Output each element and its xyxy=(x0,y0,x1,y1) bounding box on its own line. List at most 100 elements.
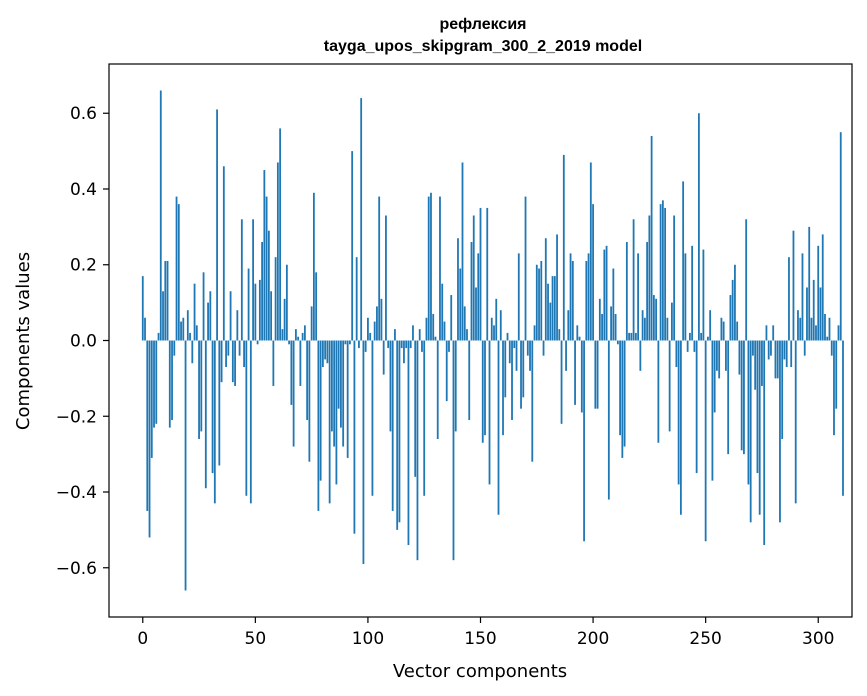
bar xyxy=(450,295,453,341)
bar xyxy=(560,340,563,424)
bar xyxy=(833,340,835,436)
bar xyxy=(283,298,286,341)
bar xyxy=(776,340,779,379)
bar xyxy=(281,329,284,341)
bar xyxy=(157,332,160,341)
bar xyxy=(646,242,649,341)
bar xyxy=(353,340,356,534)
bar xyxy=(781,340,784,439)
bar xyxy=(425,317,428,341)
bar xyxy=(828,317,831,341)
bar xyxy=(382,340,385,375)
bar xyxy=(441,283,444,341)
bar xyxy=(418,329,421,341)
bar xyxy=(797,310,799,341)
bar xyxy=(659,204,662,341)
bar xyxy=(538,268,540,341)
bar xyxy=(526,340,529,356)
bar xyxy=(783,340,786,360)
bar xyxy=(331,340,333,432)
bar xyxy=(171,340,173,421)
bar xyxy=(826,336,829,341)
bar xyxy=(371,340,374,496)
bar xyxy=(821,234,824,341)
bar xyxy=(202,272,205,341)
bar xyxy=(369,332,372,341)
bar xyxy=(752,340,754,356)
bar xyxy=(729,295,732,341)
bar xyxy=(461,162,464,341)
bar xyxy=(263,170,266,341)
bar xyxy=(583,340,585,542)
bar xyxy=(376,306,378,341)
bar xyxy=(754,340,757,390)
bar xyxy=(592,204,594,341)
bar xyxy=(839,132,842,341)
bar xyxy=(220,340,223,383)
bar xyxy=(657,340,660,443)
bar xyxy=(632,219,635,341)
bar xyxy=(650,135,653,341)
bar xyxy=(499,310,502,341)
bar xyxy=(394,329,396,341)
bar xyxy=(691,245,694,341)
bar xyxy=(761,340,763,386)
bar xyxy=(594,340,597,409)
bar xyxy=(173,340,176,356)
bar xyxy=(547,283,549,341)
bar xyxy=(819,287,822,341)
bar xyxy=(367,317,369,341)
bar xyxy=(475,287,477,341)
y-tick-label: 0.0 xyxy=(70,332,97,352)
bar xyxy=(522,340,525,398)
bar xyxy=(488,340,491,485)
bar xyxy=(340,340,342,428)
bar xyxy=(184,340,187,591)
bar xyxy=(470,242,473,341)
bar xyxy=(267,230,270,341)
bar xyxy=(790,340,793,368)
bar xyxy=(693,340,696,352)
bar xyxy=(758,340,761,515)
bar xyxy=(258,279,261,341)
bar xyxy=(412,325,414,341)
bar xyxy=(767,340,770,360)
bar xyxy=(231,340,234,383)
bar xyxy=(603,249,606,341)
bar xyxy=(261,242,263,341)
bar xyxy=(443,321,446,341)
bar xyxy=(792,230,795,341)
bar xyxy=(249,340,252,504)
bar xyxy=(378,196,381,341)
bar xyxy=(430,192,432,341)
bar xyxy=(387,340,390,349)
bar xyxy=(207,302,209,341)
y-tick-label: −0.6 xyxy=(56,559,97,579)
bar xyxy=(306,340,309,421)
bar xyxy=(670,302,673,341)
bar xyxy=(351,151,354,341)
bar xyxy=(619,340,621,436)
bar xyxy=(648,215,651,341)
bar xyxy=(785,340,788,368)
bar xyxy=(315,272,318,341)
bar xyxy=(319,340,322,481)
bar xyxy=(490,317,493,341)
bar xyxy=(423,340,426,496)
bar xyxy=(186,310,189,341)
bar xyxy=(457,238,459,341)
bar xyxy=(601,313,603,341)
bar xyxy=(567,310,570,341)
bar xyxy=(702,249,705,341)
bar xyxy=(806,287,808,341)
bar xyxy=(524,196,527,341)
bar xyxy=(155,340,158,424)
bar xyxy=(209,291,212,341)
bar xyxy=(150,340,153,458)
y-tick-label: −0.2 xyxy=(56,407,97,427)
bar xyxy=(664,207,667,341)
bar xyxy=(245,340,248,496)
bar xyxy=(346,340,349,458)
bar xyxy=(389,340,392,432)
bar xyxy=(727,340,730,455)
